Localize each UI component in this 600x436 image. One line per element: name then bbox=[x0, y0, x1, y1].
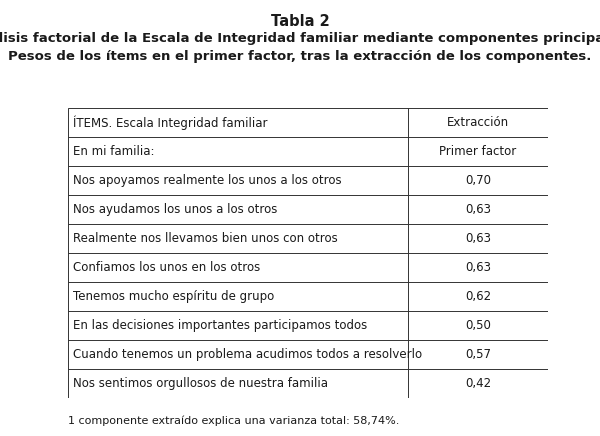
Text: ÍTEMS. Escala Integridad familiar: ÍTEMS. Escala Integridad familiar bbox=[73, 115, 268, 130]
Text: Pesos de los ítems en el primer factor, tras la extracción de los componentes.: Pesos de los ítems en el primer factor, … bbox=[8, 50, 592, 63]
Text: 0,63: 0,63 bbox=[465, 261, 491, 274]
Text: 0,63: 0,63 bbox=[465, 232, 491, 245]
Text: Nos sentimos orgullosos de nuestra familia: Nos sentimos orgullosos de nuestra famil… bbox=[73, 377, 328, 390]
Text: 0,42: 0,42 bbox=[465, 377, 491, 390]
Text: Nos apoyamos realmente los unos a los otros: Nos apoyamos realmente los unos a los ot… bbox=[73, 174, 341, 187]
Text: Tenemos mucho espíritu de grupo: Tenemos mucho espíritu de grupo bbox=[73, 290, 274, 303]
Text: Primer factor: Primer factor bbox=[439, 145, 517, 158]
Text: En las decisiones importantes participamos todos: En las decisiones importantes participam… bbox=[73, 319, 367, 332]
Text: En mi familia:: En mi familia: bbox=[73, 145, 155, 158]
Text: 0,57: 0,57 bbox=[465, 348, 491, 361]
Text: Realmente nos llevamos bien unos con otros: Realmente nos llevamos bien unos con otr… bbox=[73, 232, 338, 245]
Text: Tabla 2: Tabla 2 bbox=[271, 14, 329, 29]
Text: Análisis factorial de la Escala de Integridad familiar mediante componentes prin: Análisis factorial de la Escala de Integ… bbox=[0, 32, 600, 45]
Text: 0,62: 0,62 bbox=[465, 290, 491, 303]
Text: 0,63: 0,63 bbox=[465, 203, 491, 216]
Text: 0,70: 0,70 bbox=[465, 174, 491, 187]
Text: Extracción: Extracción bbox=[447, 116, 509, 129]
Text: Nos ayudamos los unos a los otros: Nos ayudamos los unos a los otros bbox=[73, 203, 277, 216]
Text: Cuando tenemos un problema acudimos todos a resolverlo: Cuando tenemos un problema acudimos todo… bbox=[73, 348, 422, 361]
Text: 0,50: 0,50 bbox=[465, 319, 491, 332]
Text: Confiamos los unos en los otros: Confiamos los unos en los otros bbox=[73, 261, 260, 274]
Text: 1 componente extraído explica una varianza total: 58,74%.: 1 componente extraído explica una varian… bbox=[68, 415, 400, 426]
